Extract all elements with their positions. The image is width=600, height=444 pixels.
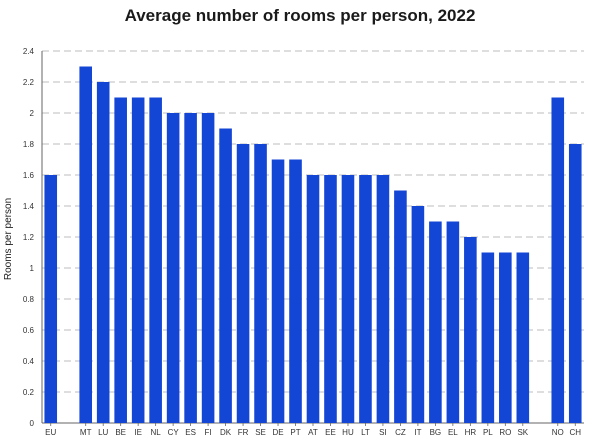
bar-ch <box>568 144 582 423</box>
x-tick-label: CZ <box>395 428 406 437</box>
x-tick-label: DK <box>220 428 232 437</box>
x-tick-label: LU <box>98 428 108 437</box>
bar-pt <box>289 159 302 423</box>
x-tick-label: BG <box>430 428 442 437</box>
x-tick-label: HU <box>342 428 354 437</box>
bar-nl <box>149 97 162 423</box>
y-tick-label: 1.2 <box>23 233 35 242</box>
x-tick-label: BE <box>115 428 126 437</box>
x-tick-label: SE <box>255 428 266 437</box>
x-tick-label: IE <box>134 428 142 437</box>
bar-lt <box>359 175 372 423</box>
x-tick-label: CH <box>569 428 581 437</box>
y-tick-label: 1.6 <box>23 171 35 180</box>
x-tick-label: CY <box>168 428 180 437</box>
x-tick-label: NL <box>151 428 162 437</box>
bar-dk <box>219 128 232 423</box>
y-tick-label: 0.2 <box>23 388 35 397</box>
bar-at <box>306 175 320 423</box>
x-tick-label: EU <box>45 428 56 437</box>
x-tick-label: PL <box>483 428 493 437</box>
y-tick-label: 2.4 <box>23 47 35 56</box>
x-tick-label: ES <box>185 428 196 437</box>
bar-se <box>254 144 267 423</box>
y-tick-label: 2.2 <box>23 78 35 87</box>
bar-es <box>184 113 197 423</box>
y-tick-label: 0.6 <box>23 326 35 335</box>
x-tick-label: MT <box>80 428 92 437</box>
bar-cz <box>394 190 407 423</box>
bar-sk <box>516 252 530 423</box>
x-tick-label: DE <box>272 428 283 437</box>
x-tick-label: SK <box>517 428 528 437</box>
x-tick-label: FR <box>238 428 249 437</box>
bar-lu <box>96 82 110 423</box>
x-tick-label: FI <box>205 428 212 437</box>
x-tick-label: EL <box>448 428 458 437</box>
bar-no <box>551 97 565 423</box>
x-tick-label: PT <box>290 428 300 437</box>
bar-hu <box>341 175 355 423</box>
x-tick-label: IT <box>414 428 421 437</box>
y-tick-label: 1.4 <box>23 202 35 211</box>
bar-ee <box>324 175 337 423</box>
x-tick-label: NO <box>552 428 564 437</box>
x-tick-label: EE <box>325 428 336 437</box>
y-tick-label: 1 <box>30 264 35 273</box>
bar-be <box>114 97 127 423</box>
chart-title: Average number of rooms per person, 2022 <box>124 6 476 25</box>
bar-fi <box>201 113 215 423</box>
bar-cy <box>166 113 180 423</box>
y-tick-label: 0.4 <box>23 357 35 366</box>
bar-it <box>411 206 425 423</box>
y-tick-label: 1.8 <box>23 140 35 149</box>
x-tick-labels: EU MT LU BE IE NL CY ES FI DK FR SE DE PT AT EE HU LT SI CZ… <box>45 428 581 437</box>
y-tick-labels: 0 0.2 0.4 0.6 0.8 1 1.2 1.4 1.6 1.8 2 2.2 2.4 <box>23 47 35 428</box>
x-tick-label: SI <box>379 428 387 437</box>
bar-pl <box>481 252 495 423</box>
bar-eu <box>44 175 58 423</box>
bar-de <box>271 159 285 423</box>
y-tick-label: 2 <box>30 109 35 118</box>
bar-bg <box>429 221 442 423</box>
x-tick-label: RO <box>499 428 511 437</box>
bar-hr <box>464 237 477 423</box>
bar-ro <box>499 252 512 423</box>
x-tick-label: LT <box>361 428 370 437</box>
bar-mt <box>79 66 93 423</box>
y-tick-label: 0 <box>30 419 35 428</box>
bar-el <box>446 221 460 423</box>
bar-si <box>376 175 390 423</box>
bar-ie <box>131 97 145 423</box>
x-tick-label: HR <box>465 428 477 437</box>
x-tick-label: AT <box>308 428 318 437</box>
bars <box>44 66 582 423</box>
y-tick-label: 0.8 <box>23 295 35 304</box>
bar-fr <box>236 144 250 423</box>
y-axis-title: Rooms per person <box>3 198 14 280</box>
